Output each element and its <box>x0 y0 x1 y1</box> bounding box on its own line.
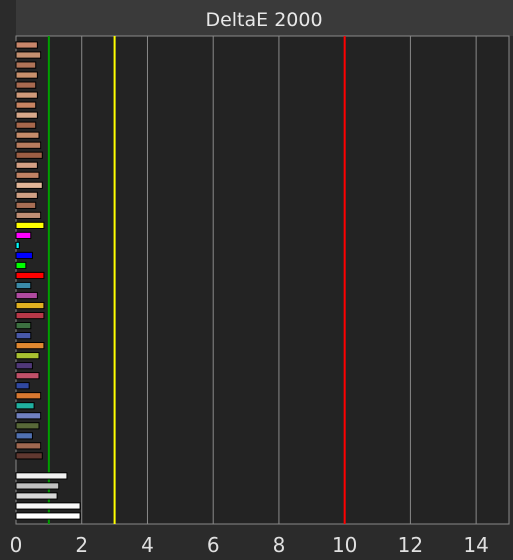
bar <box>15 171 40 179</box>
bar <box>15 332 32 340</box>
bar <box>15 301 45 310</box>
bar <box>15 442 42 450</box>
bar <box>15 201 37 209</box>
bar <box>15 291 38 300</box>
x-tick-labels: 0 2 4 6 8 10 12 14 <box>10 533 489 557</box>
bar <box>15 41 38 49</box>
bar <box>15 261 27 270</box>
x-tick-label: 12 <box>398 533 423 557</box>
x-tick-label: 2 <box>75 533 88 557</box>
chart-title: DeltaE 2000 <box>205 9 322 31</box>
bar <box>15 342 45 350</box>
bar <box>15 382 30 390</box>
bar <box>15 502 81 510</box>
bar <box>15 271 45 280</box>
x-tick-label: 10 <box>332 533 357 557</box>
x-tick-label: 8 <box>273 533 286 557</box>
bar <box>15 161 38 169</box>
bar <box>15 211 42 219</box>
bars-layer <box>15 41 81 520</box>
bar <box>15 81 37 89</box>
bar <box>15 492 58 500</box>
bar <box>15 362 33 370</box>
plot-area <box>15 35 510 525</box>
bar <box>15 231 32 240</box>
bar <box>15 131 40 139</box>
bar <box>15 51 42 59</box>
bar <box>15 512 81 520</box>
bar <box>15 61 37 69</box>
bar <box>15 71 38 79</box>
x-tick-label: 6 <box>207 533 220 557</box>
bar <box>15 321 32 330</box>
bar <box>15 251 33 260</box>
bar <box>15 412 42 420</box>
bar <box>15 111 38 119</box>
bar <box>15 472 68 480</box>
bar <box>15 141 42 149</box>
bar <box>15 452 43 460</box>
x-tick-label: 4 <box>141 533 154 557</box>
bar <box>15 482 60 490</box>
x-tick-label: 14 <box>463 533 488 557</box>
bar <box>15 432 33 440</box>
reference-lines <box>47 36 346 524</box>
x-tick-label: 0 <box>10 533 23 557</box>
bar <box>15 221 45 229</box>
bar <box>15 352 40 360</box>
bar <box>15 121 37 129</box>
bar <box>15 422 40 430</box>
bar <box>15 191 38 199</box>
bar <box>15 181 43 189</box>
bar <box>15 151 43 159</box>
title-bar <box>16 0 513 36</box>
bar <box>15 392 42 400</box>
bar <box>15 402 35 410</box>
bar <box>15 372 40 380</box>
bar <box>15 241 20 250</box>
bar <box>15 281 32 290</box>
bar <box>15 101 37 109</box>
bar <box>15 91 38 99</box>
bar <box>15 311 45 320</box>
